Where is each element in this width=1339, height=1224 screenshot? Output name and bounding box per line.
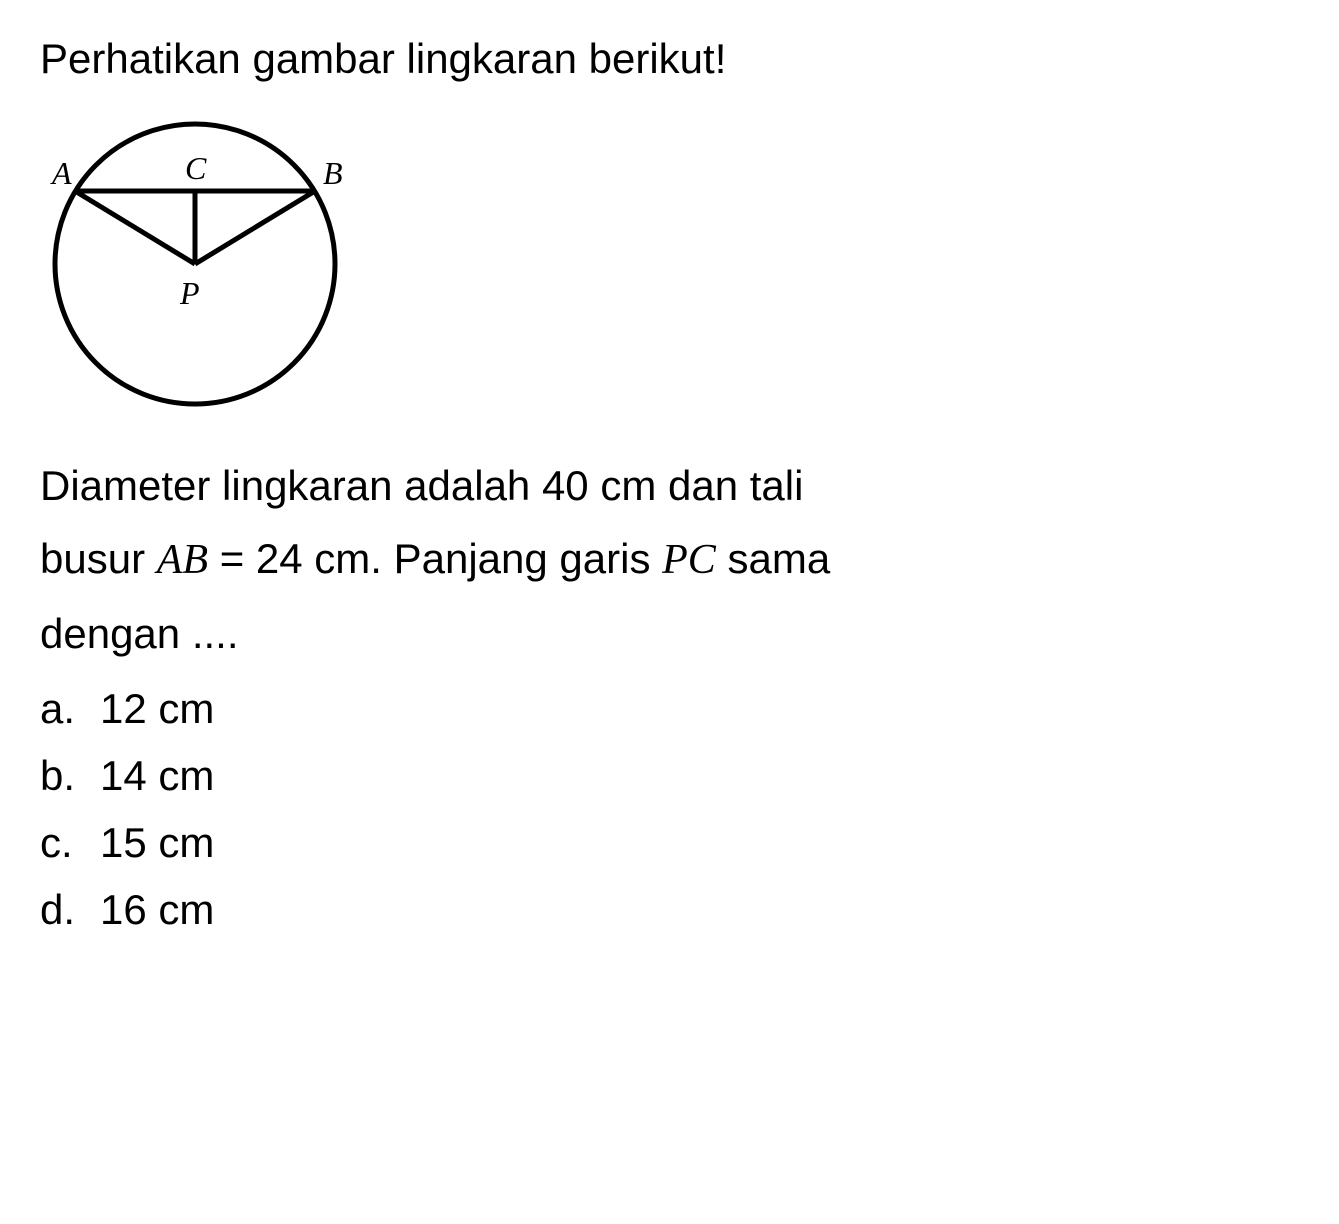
option-d: d.16 cm xyxy=(40,876,1299,943)
svg-text:A: A xyxy=(50,155,72,191)
svg-text:P: P xyxy=(179,275,200,311)
option-c-label: c. xyxy=(40,809,100,876)
option-b-text: 14 cm xyxy=(100,752,214,799)
desc-text-3: sama xyxy=(716,535,830,582)
description-line-2: busur AB = 24 cm. Panjang garis PC sama xyxy=(40,527,1299,592)
geometry-svg: A B C P xyxy=(40,109,350,419)
svg-text:B: B xyxy=(323,155,343,191)
svg-text:C: C xyxy=(185,150,207,186)
desc-text-1: busur xyxy=(40,535,157,582)
option-c-text: 15 cm xyxy=(100,819,214,866)
option-a-label: a. xyxy=(40,675,100,742)
circle-diagram: A B C P xyxy=(40,109,1299,424)
option-b-label: b. xyxy=(40,742,100,809)
option-b: b.14 cm xyxy=(40,742,1299,809)
option-a: a.12 cm xyxy=(40,675,1299,742)
description-line-1: Diameter lingkaran adalah 40 cm dan tali xyxy=(40,454,1299,517)
answer-options: a.12 cm b.14 cm c.15 cm d.16 cm xyxy=(40,675,1299,944)
variable-pc: PC xyxy=(662,537,716,583)
description-line-3: dengan .... xyxy=(40,602,1299,665)
question-prompt: Perhatikan gambar lingkaran berikut! xyxy=(40,30,1299,89)
option-d-label: d. xyxy=(40,876,100,943)
option-a-text: 12 cm xyxy=(100,685,214,732)
desc-text-2: = 24 cm. Panjang garis xyxy=(208,535,662,582)
option-c: c.15 cm xyxy=(40,809,1299,876)
option-d-text: 16 cm xyxy=(100,886,214,933)
variable-ab: AB xyxy=(157,537,208,583)
